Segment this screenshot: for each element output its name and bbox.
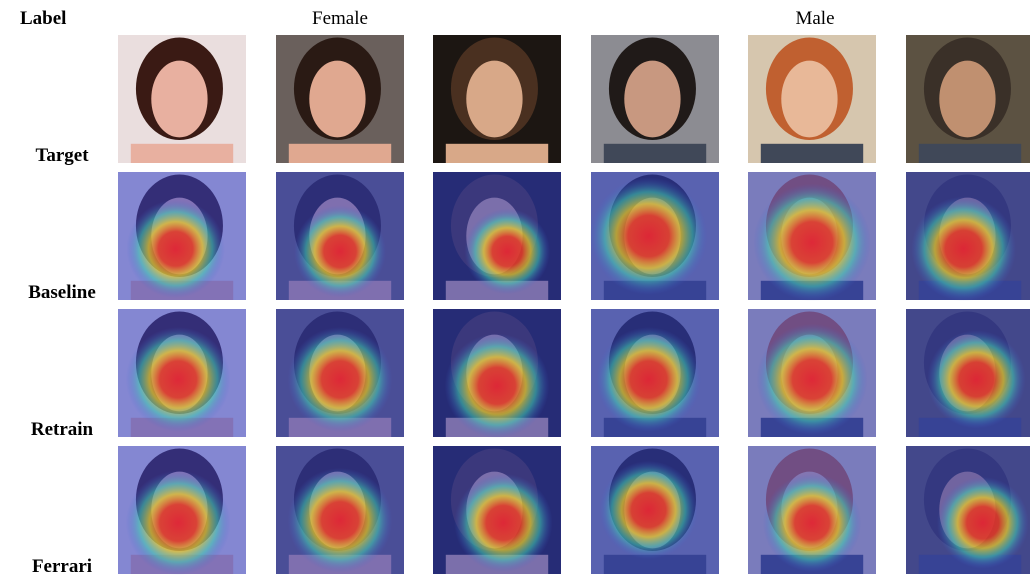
heat-spot xyxy=(756,323,868,435)
heat-spot xyxy=(454,473,553,572)
heat-spot xyxy=(125,470,231,576)
heat-spot xyxy=(287,467,393,573)
shoulders xyxy=(603,143,707,163)
heat-spot xyxy=(589,177,708,295)
face xyxy=(781,60,838,138)
shoulders xyxy=(445,143,549,163)
heat-spot xyxy=(294,205,386,298)
heat-spot xyxy=(911,196,1016,302)
face xyxy=(624,60,681,138)
heat-spot xyxy=(444,333,550,439)
heat-spot xyxy=(126,199,225,298)
shoulders xyxy=(760,143,864,163)
row-label: Retrain xyxy=(31,419,94,440)
shoulders xyxy=(130,143,234,163)
heat-spot xyxy=(753,183,871,302)
heat-spot xyxy=(464,208,551,295)
face xyxy=(151,60,208,138)
heat-spot xyxy=(927,330,1026,429)
column-group: Female xyxy=(312,8,368,29)
shoulders xyxy=(918,143,1022,163)
face xyxy=(309,60,366,138)
face xyxy=(939,60,996,138)
heat-spot xyxy=(596,327,701,432)
row-label: Baseline xyxy=(28,282,96,303)
column-group: Male xyxy=(795,8,834,29)
row-label: Ferrari xyxy=(32,556,92,577)
heat-spot xyxy=(287,327,393,432)
shoulders xyxy=(288,143,392,163)
corner-label: Label xyxy=(20,8,66,29)
heat-spot xyxy=(936,476,1029,569)
row-label: Target xyxy=(35,145,89,166)
heat-spot xyxy=(599,460,698,560)
face xyxy=(466,60,523,138)
heat-spot xyxy=(762,473,862,572)
heat-spot xyxy=(125,327,231,432)
